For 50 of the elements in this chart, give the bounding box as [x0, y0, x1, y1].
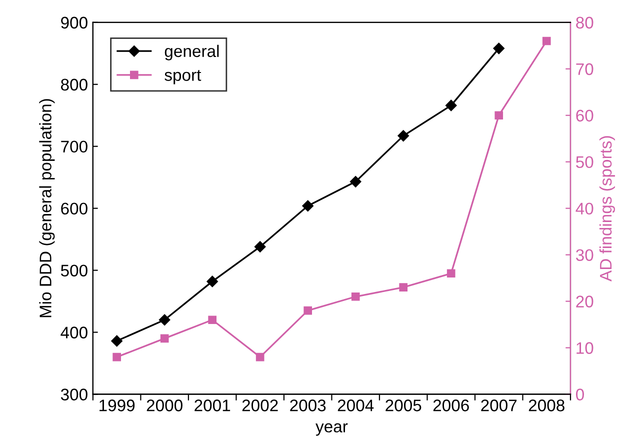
point: [304, 306, 312, 315]
legend-label: sport: [164, 70, 202, 84]
x-tick-label: 1999: [100, 400, 135, 412]
point: [158, 314, 170, 326]
y2-tick-label: 30: [576, 249, 594, 262]
y-tick-label: 800: [61, 78, 88, 91]
y2-tick-label: 20: [576, 296, 594, 308]
y2-tick-label: 0: [576, 388, 584, 400]
legend-label: general: [164, 44, 219, 60]
x-tick-label: 2003: [290, 400, 326, 412]
x-tick-label: 2008: [528, 400, 564, 412]
point: [254, 241, 266, 252]
y-tick-label: 300: [60, 388, 88, 400]
point: [446, 269, 456, 278]
y2-tick-label: 70: [576, 63, 594, 76]
point: [398, 130, 409, 142]
x-tick-label: 2001: [194, 400, 230, 412]
point: [542, 36, 551, 46]
point: [160, 334, 169, 343]
y-tick-label: 700: [61, 140, 88, 153]
x-tick-label: 2005: [386, 400, 422, 412]
point: [494, 111, 504, 120]
point: [446, 100, 457, 112]
point: [208, 316, 216, 324]
x-tick-label: 2006: [433, 400, 469, 412]
point: [350, 176, 362, 188]
x-tick-label: 2002: [242, 400, 278, 412]
point: [206, 276, 218, 288]
point: [302, 200, 314, 212]
point: [493, 42, 504, 54]
point: [256, 352, 264, 362]
point: [112, 352, 121, 362]
y2-tick-label: 10: [576, 342, 594, 354]
point: [399, 283, 408, 292]
y2-tick-label: 40: [576, 202, 594, 215]
x-tick-label: 2004: [338, 400, 374, 412]
y2-tick-label: 50: [576, 156, 594, 168]
y2-axis-title: AD findings (sports): [599, 136, 615, 282]
y2-tick-label: 60: [576, 110, 594, 122]
y2-tick-label: 80: [576, 16, 594, 29]
y-tick-label: 500: [60, 264, 88, 276]
y-axis-title: Mio DDD (general population): [39, 99, 55, 318]
x-tick-label: 2000: [146, 400, 182, 412]
y-tick-label: 900: [61, 16, 88, 29]
point: [111, 335, 122, 347]
y-tick-label: 600: [61, 202, 88, 215]
y-tick-label: 400: [60, 326, 88, 338]
x-tick-label: 2007: [481, 400, 517, 412]
point: [351, 292, 360, 301]
x-axis-title: year: [316, 423, 348, 436]
